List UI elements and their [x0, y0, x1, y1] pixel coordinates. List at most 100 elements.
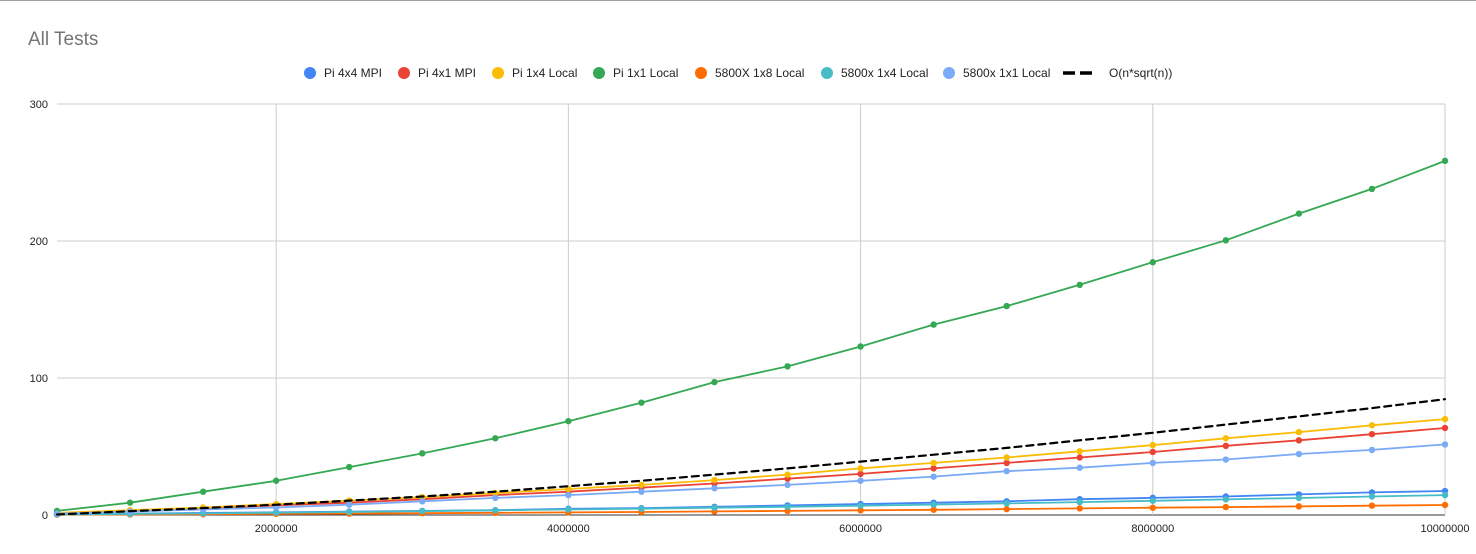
- data-point: [1368, 502, 1376, 509]
- series-pi-1x1-local: [53, 157, 1449, 515]
- gridlines: [57, 103, 1446, 516]
- data-point: [1149, 448, 1156, 456]
- data-point: [492, 435, 499, 442]
- data-point: [1222, 237, 1230, 244]
- data-point: [1441, 491, 1449, 499]
- legend-swatch: [695, 67, 707, 79]
- data-point: [711, 504, 718, 511]
- data-point: [930, 459, 937, 467]
- data-point: [1149, 259, 1156, 266]
- legend-label: 5800x 1x1 Local: [963, 66, 1050, 80]
- data-point: [930, 501, 937, 508]
- data-point: [784, 503, 791, 510]
- data-point: [1368, 493, 1376, 500]
- y-tick-label: 0: [42, 510, 48, 522]
- data-point: [492, 507, 499, 514]
- data-point: [419, 450, 426, 457]
- x-tick-label: 6000000: [839, 523, 882, 535]
- data-point: [1003, 505, 1010, 513]
- data-point: [1295, 428, 1303, 436]
- data-point: [857, 502, 864, 509]
- top-border: [0, 0, 1476, 1]
- data-point: [784, 363, 791, 370]
- data-point: [272, 509, 280, 516]
- data-point: [346, 501, 353, 508]
- data-point: [1295, 494, 1303, 502]
- data-point: [857, 507, 864, 514]
- y-tick-label: 200: [30, 236, 48, 248]
- data-point: [1076, 505, 1083, 512]
- data-point: [419, 507, 426, 515]
- y-tick-label: 100: [30, 373, 48, 385]
- x-tick-label: 4000000: [547, 523, 590, 535]
- data-point: [492, 494, 499, 502]
- chart-title: All Tests: [28, 29, 98, 50]
- data-point: [1295, 210, 1303, 217]
- data-point: [199, 488, 207, 495]
- data-point: [1076, 498, 1083, 506]
- data-point: [857, 477, 864, 484]
- legend-label: Pi 1x1 Local: [613, 66, 678, 80]
- data-point: [784, 471, 791, 478]
- legend: Pi 4x4 MPI Pi 4x1 MPI Pi 1x4 Local Pi 1x1 L…: [304, 66, 1172, 80]
- x-tick-label: 10000000: [1421, 523, 1470, 535]
- data-point: [638, 488, 645, 495]
- legend-swatch: [398, 67, 410, 79]
- data-point: [1149, 459, 1156, 467]
- data-point: [1441, 157, 1449, 165]
- data-point: [1076, 454, 1083, 461]
- data-point: [1003, 454, 1010, 461]
- data-point: [1222, 442, 1230, 450]
- data-point: [1003, 459, 1010, 467]
- series-layer: [53, 157, 1449, 518]
- data-point: [346, 463, 353, 471]
- data-point: [1368, 422, 1376, 429]
- data-point: [1149, 497, 1156, 504]
- legend-swatch: [304, 67, 316, 79]
- data-point: [1003, 467, 1010, 475]
- data-point: [419, 498, 426, 505]
- data-point: [857, 343, 864, 350]
- data-point: [1295, 437, 1303, 444]
- data-point: [711, 476, 718, 484]
- data-point: [857, 470, 864, 478]
- legend-swatch: [492, 67, 504, 79]
- data-point: [1441, 424, 1449, 432]
- data-point: [1076, 281, 1083, 289]
- data-point: [1222, 503, 1230, 511]
- data-point: [1149, 441, 1156, 449]
- data-point: [638, 505, 645, 512]
- data-point: [638, 481, 645, 489]
- series-line: [56, 504, 1446, 516]
- series-line: [56, 159, 1446, 512]
- data-point: [930, 506, 937, 513]
- series-line: [56, 443, 1446, 515]
- data-point: [272, 477, 280, 484]
- data-point: [711, 485, 718, 492]
- data-point: [565, 491, 572, 499]
- data-point: [1295, 503, 1303, 510]
- data-point: [930, 321, 937, 328]
- data-point: [1368, 446, 1376, 454]
- data-point: [565, 506, 572, 513]
- series-pi-1x4-local: [53, 415, 1449, 517]
- series-5800x-1x4-local: [53, 491, 1449, 518]
- x-axis-tick-labels: 2000000 4000000 6000000 8000000 10000000: [255, 523, 1470, 535]
- legend-swatch: [943, 67, 955, 79]
- legend-label: Pi 1x4 Local: [512, 66, 577, 80]
- data-point: [1076, 448, 1083, 455]
- data-point: [1222, 435, 1230, 442]
- series-line: [56, 494, 1446, 516]
- legend-swatch: [593, 67, 605, 79]
- data-point: [346, 508, 353, 516]
- y-tick-label: 300: [30, 99, 48, 111]
- data-point: [126, 499, 134, 506]
- legend-label: 5800x 1x4 Local: [841, 66, 928, 80]
- x-tick-label: 8000000: [1131, 523, 1174, 535]
- y-axis-tick-labels: 0 100 200 300: [30, 99, 48, 522]
- data-point: [1441, 415, 1449, 423]
- data-point: [1441, 501, 1449, 509]
- data-point: [1368, 185, 1376, 193]
- data-point: [1076, 464, 1083, 471]
